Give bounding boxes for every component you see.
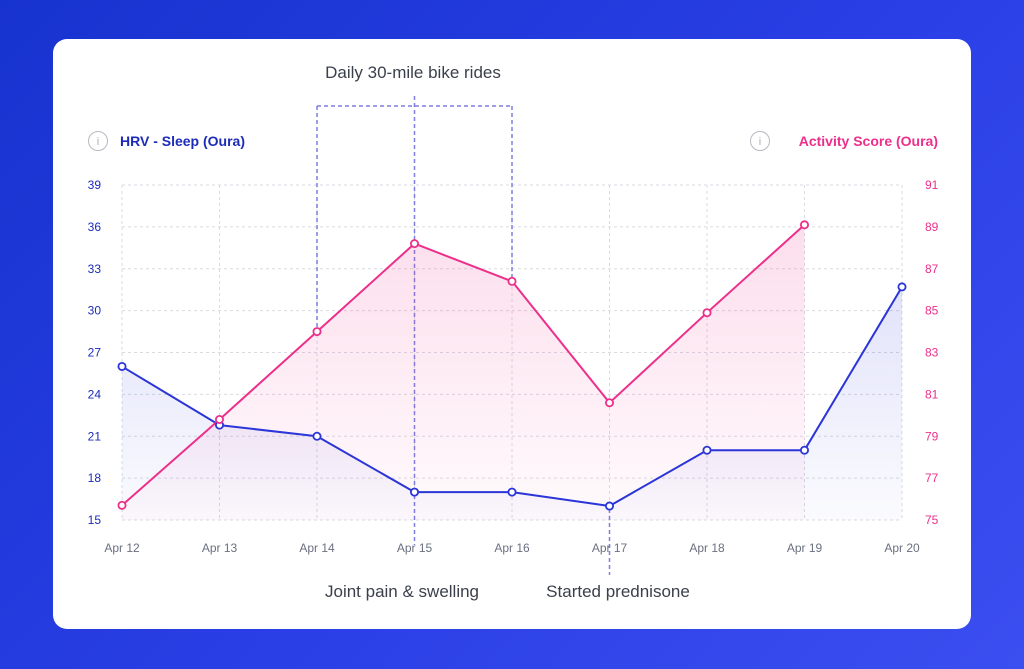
y-right-tick-label: 81 [925, 387, 939, 401]
x-tick-label: Apr 12 [104, 541, 140, 555]
data-point[interactable] [800, 220, 810, 230]
dual-axis-line-chart: 15 18 21 24 27 30 33 36 39 75 77 79 81 83 85 87 89 91 Ap… [88, 63, 939, 601]
x-tick-label: Apr 18 [689, 541, 725, 555]
y-axis-left: 15 18 21 24 27 30 33 36 39 [88, 178, 102, 527]
y-left-tick-label: 18 [88, 471, 102, 485]
y-left-tick-label: 33 [88, 262, 102, 276]
y-right-tick-label: 85 [925, 304, 939, 318]
x-tick-label: Apr 19 [787, 541, 823, 555]
y-right-tick-label: 79 [925, 429, 939, 443]
data-point[interactable] [117, 500, 127, 510]
info-icon-glyph: i [97, 136, 99, 148]
data-point[interactable] [312, 431, 322, 441]
series-points [117, 220, 907, 511]
x-tick-label: Apr 14 [299, 541, 335, 555]
data-point[interactable] [409, 487, 419, 497]
info-icon[interactable] [750, 131, 770, 151]
data-point[interactable] [117, 361, 127, 371]
y-axis-right: 75 77 79 81 83 85 87 89 91 [925, 178, 939, 527]
area-fills [122, 224, 902, 521]
data-point[interactable] [312, 327, 322, 337]
data-point[interactable] [897, 282, 907, 292]
series-area-1 [122, 224, 805, 521]
y-right-tick-label: 87 [925, 262, 939, 276]
x-tick-label: Apr 20 [884, 541, 920, 555]
annotation-bike-rides: Daily 30-mile bike rides [325, 63, 501, 82]
y-left-tick-label: 30 [88, 304, 102, 318]
data-point[interactable] [605, 398, 615, 408]
legend-hrv-label: HRV - Sleep (Oura) [120, 133, 245, 149]
y-left-tick-label: 21 [88, 429, 102, 443]
chart-card: 15 18 21 24 27 30 33 36 39 75 77 79 81 83 85 87 89 91 Ap… [53, 39, 971, 629]
y-left-tick-label: 27 [88, 346, 102, 360]
data-point[interactable] [605, 501, 615, 511]
data-point[interactable] [507, 487, 517, 497]
x-tick-label: Apr 17 [592, 541, 628, 555]
y-left-tick-label: 39 [88, 178, 102, 192]
series-line-1 [121, 224, 806, 507]
legend-activity-label: Activity Score (Oura) [799, 133, 938, 149]
x-axis: Apr 12 Apr 13 Apr 14 Apr 15 Apr 16 Apr 17 Apr … [104, 541, 920, 555]
data-point[interactable] [702, 308, 712, 318]
data-point[interactable] [702, 445, 712, 455]
info-icon[interactable] [88, 131, 108, 151]
data-point[interactable] [800, 445, 810, 455]
x-tick-label: Apr 13 [202, 541, 238, 555]
info-icon-glyph: i [759, 136, 761, 148]
x-tick-label: Apr 15 [397, 541, 433, 555]
y-right-tick-label: 75 [925, 513, 939, 527]
y-right-tick-label: 89 [925, 220, 939, 234]
x-tick-label: Apr 16 [494, 541, 530, 555]
y-right-tick-label: 83 [925, 346, 939, 360]
legend-right: i Activity Score (Oura) [750, 131, 938, 151]
data-point[interactable] [214, 414, 224, 424]
y-left-tick-label: 24 [88, 387, 102, 401]
y-left-tick-label: 36 [88, 220, 102, 234]
legend-left: i HRV - Sleep (Oura) [88, 131, 245, 151]
data-point[interactable] [507, 276, 517, 286]
data-point[interactable] [409, 239, 419, 249]
annotation-joint-pain: Joint pain & swelling [325, 582, 479, 601]
annotation-prednisone: Started prednisone [546, 582, 690, 601]
y-left-tick-label: 15 [88, 513, 102, 527]
y-right-tick-label: 91 [925, 178, 939, 192]
y-right-tick-label: 77 [925, 471, 939, 485]
